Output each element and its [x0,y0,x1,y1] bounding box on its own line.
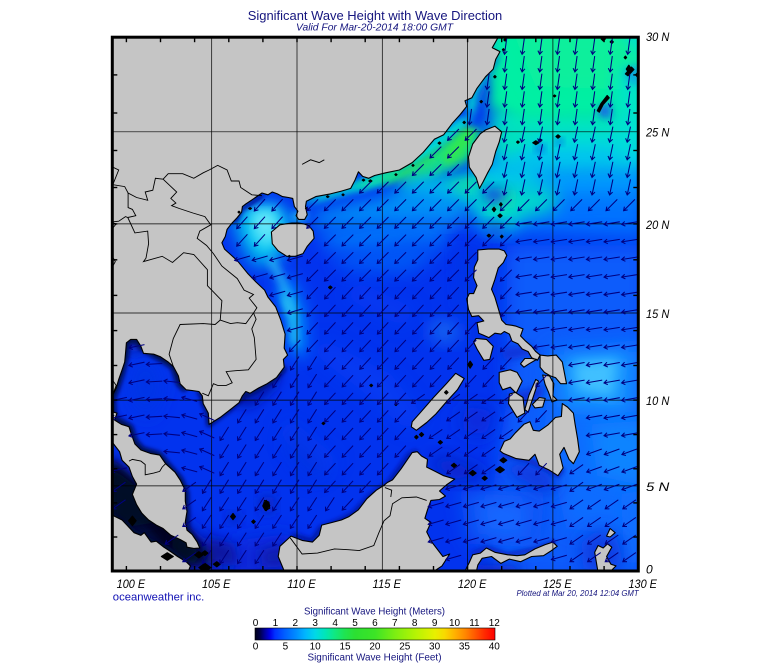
svg-text:11: 11 [469,618,480,629]
svg-text:10 N: 10 N [646,394,670,408]
svg-text:Significant Wave Height (Feet): Significant Wave Height (Feet) [308,653,442,664]
svg-text:1: 1 [273,618,279,629]
svg-text:15 N: 15 N [646,307,670,321]
svg-text:110 E: 110 E [287,577,316,591]
svg-text:5: 5 [283,642,289,653]
svg-text:30 N: 30 N [646,30,670,44]
svg-text:10: 10 [310,642,322,653]
svg-text:5 N: 5 N [646,480,670,494]
svg-text:130 E: 130 E [628,577,657,591]
svg-text:15: 15 [339,642,351,653]
svg-text:Valid For Mar-20-2014 18:00 GM: Valid For Mar-20-2014 18:00 GMT [296,23,454,34]
svg-text:0: 0 [253,618,259,629]
svg-text:12: 12 [489,618,501,629]
svg-text:120 E: 120 E [458,577,487,591]
svg-text:9: 9 [432,618,438,629]
svg-text:30: 30 [429,642,441,653]
svg-text:Significant Wave Height (Meter: Significant Wave Height (Meters) [304,607,445,618]
svg-text:20 N: 20 N [645,218,670,232]
svg-text:100 E: 100 E [117,577,146,591]
svg-text:oceanweather inc.: oceanweather inc. [113,592,205,604]
svg-text:115 E: 115 E [373,577,402,591]
svg-text:Plotted at Mar 20, 2014 12:04: Plotted at Mar 20, 2014 12:04 GMT [516,589,639,598]
svg-text:6: 6 [372,618,378,629]
svg-text:7: 7 [392,618,398,629]
svg-text:25 N: 25 N [645,126,670,140]
svg-text:8: 8 [412,618,418,629]
svg-text:20: 20 [369,642,381,653]
svg-text:0: 0 [253,642,259,653]
svg-text:125 E: 125 E [543,577,572,591]
svg-text:2: 2 [293,618,299,629]
svg-text:10: 10 [449,618,461,629]
svg-text:35: 35 [459,642,471,653]
svg-text:105 E: 105 E [202,577,231,591]
svg-text:40: 40 [489,642,501,653]
svg-text:5: 5 [352,618,358,629]
svg-text:25: 25 [399,642,411,653]
svg-text:4: 4 [332,618,338,629]
svg-text:0: 0 [646,563,653,577]
svg-text:3: 3 [312,618,318,629]
svg-text:Significant Wave Height with W: Significant Wave Height with Wave Direct… [248,8,503,23]
